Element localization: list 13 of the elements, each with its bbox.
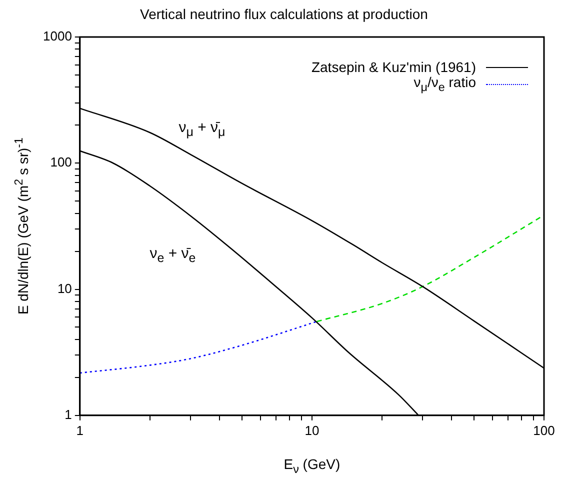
annotation: ν$_{μ}$ + ν̄$_{μ}$ bbox=[178, 119, 226, 140]
x-tick-label: 100 bbox=[533, 422, 555, 438]
x-tick-label: 10 bbox=[304, 422, 320, 438]
legend-label: Zatsepin & Kuz'min (1961) bbox=[311, 59, 476, 75]
y-tick-label: 1 bbox=[64, 406, 72, 422]
x-tick-label: 1 bbox=[76, 422, 84, 438]
legend-label: ν$_{μ}$/ν$_{e}$ ratio bbox=[414, 74, 476, 95]
y-tick-label: 100 bbox=[50, 154, 72, 170]
chart-title: Vertical neutrino flux calculations at production bbox=[139, 6, 429, 22]
y-tick-label: 1000 bbox=[43, 28, 72, 44]
y-tick-label: 10 bbox=[57, 280, 72, 296]
x-axis-title: E$_{ν}$ (GeV) bbox=[282, 456, 342, 476]
annotation: ν$_{e}$ + ν̄$_{e}$ bbox=[150, 244, 196, 265]
